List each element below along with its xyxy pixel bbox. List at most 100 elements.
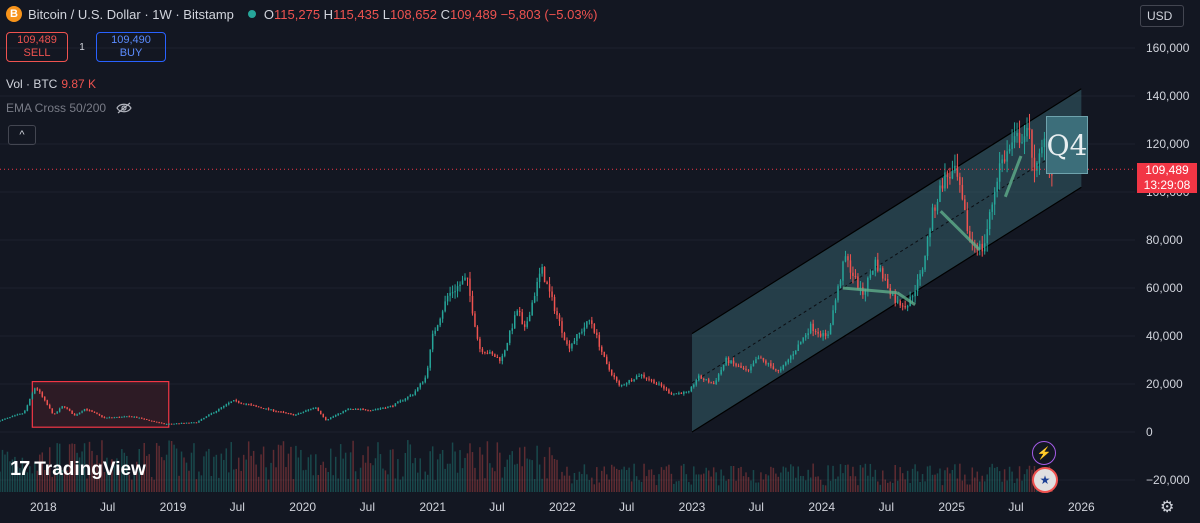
candle-body	[593, 323, 596, 333]
candle-body	[412, 394, 414, 396]
volume-bar	[116, 458, 118, 492]
candle-body	[799, 341, 802, 345]
volume-bar	[593, 484, 596, 492]
settings-gear-icon[interactable]: ⚙	[1160, 499, 1175, 516]
candle-body	[347, 409, 349, 411]
volume-bar	[889, 481, 891, 492]
volume-bar	[446, 463, 449, 492]
volume-bar	[103, 472, 106, 492]
candle-body	[633, 379, 635, 381]
volume-bar	[322, 461, 325, 492]
candle-body	[337, 413, 339, 416]
volume-bar	[693, 466, 695, 492]
symbol-title[interactable]: Bitcoin / U.S. Dollar · 1W · Bitstamp	[28, 6, 234, 22]
q4-annotation-label[interactable]: Q4	[1046, 116, 1088, 174]
volume-bar	[822, 484, 824, 492]
buy-button[interactable]: 109,490 BUY	[96, 32, 166, 62]
volume-bar	[670, 473, 673, 492]
volume-bar	[872, 476, 874, 492]
candle-body	[21, 413, 24, 415]
candle-body	[561, 321, 563, 333]
candle-body	[1021, 142, 1023, 144]
volume-bar	[625, 469, 628, 492]
volume-bar	[499, 452, 501, 492]
volume-bar	[707, 470, 710, 492]
candle-body	[916, 279, 919, 292]
volume-bar	[712, 467, 715, 492]
volume-bar	[946, 467, 949, 492]
volume-bar	[931, 474, 934, 492]
collapse-legend-button[interactable]: ^	[8, 125, 36, 145]
volume-bar	[230, 442, 233, 492]
market-open-status-icon	[247, 10, 256, 18]
volume-bar	[68, 444, 71, 492]
volume-bar	[265, 467, 267, 492]
candle-body	[755, 359, 757, 364]
candle-body	[68, 408, 71, 411]
candle-body	[814, 331, 817, 333]
candle-body	[1026, 127, 1028, 137]
candle-body	[546, 282, 548, 285]
candle-body	[844, 256, 847, 262]
candle-body	[506, 342, 509, 351]
ema-indicator-legend[interactable]: EMA Cross 50/200	[6, 101, 132, 115]
volume-bar	[862, 467, 864, 492]
volume-indicator-legend[interactable]: Vol · BTC 9.87 K	[6, 77, 97, 91]
time-axis-tick-label: 2020	[289, 500, 317, 514]
sell-button[interactable]: 109,489 SELL	[6, 32, 68, 62]
volume-bar	[717, 485, 720, 492]
candle-body	[683, 391, 685, 394]
volume-bar	[685, 474, 688, 492]
volume-bar	[1023, 474, 1026, 492]
candle-body	[407, 396, 409, 399]
candle-body	[108, 417, 111, 419]
volume-bar	[0, 471, 1, 492]
volume-bar	[389, 449, 392, 492]
volume-bar	[926, 466, 929, 492]
volume-bar	[735, 480, 737, 492]
candle-body	[86, 408, 88, 411]
symbol-legend[interactable]: B Bitcoin / U.S. Dollar · 1W · Bitstamp …	[6, 6, 597, 22]
volume-bar	[431, 446, 434, 492]
volume-bar	[118, 470, 121, 492]
candle-body	[949, 177, 951, 179]
candle-body	[451, 292, 454, 294]
volume-bar	[387, 474, 389, 492]
volume-bar	[218, 477, 220, 492]
volume-bar	[1021, 480, 1023, 492]
candle-body	[402, 400, 404, 402]
candle-body	[767, 363, 770, 365]
volume-bar	[650, 469, 653, 492]
eye-crossed-icon[interactable]	[116, 102, 132, 114]
volume-bar	[638, 480, 640, 492]
volume-bar	[993, 467, 996, 492]
candle-body	[41, 392, 44, 397]
candle-body	[101, 415, 103, 417]
candle-body	[809, 323, 812, 334]
tradingview-logo[interactable]: 17 TradingView	[10, 458, 146, 480]
volume-bar	[660, 467, 663, 492]
candle-body	[344, 410, 347, 412]
volume-bar	[648, 469, 650, 492]
lightning-icon[interactable]: ⚡	[1032, 441, 1056, 465]
time-axis-tick-label: 2019	[159, 500, 187, 514]
candle-body	[678, 392, 680, 394]
volume-bar	[981, 475, 983, 492]
volume-bar	[160, 457, 163, 492]
price-axis-tick-label: 80,000	[1146, 233, 1183, 247]
candle-body	[116, 416, 118, 418]
currency-selector[interactable]: USD	[1140, 5, 1184, 27]
candle-body	[118, 416, 121, 418]
candle-body	[297, 413, 300, 415]
volume-bar	[476, 479, 479, 492]
volume-bar	[941, 485, 944, 492]
candle-body	[591, 320, 593, 324]
volume-bar	[436, 459, 439, 492]
volume-bar	[290, 446, 292, 492]
volume-bar	[581, 474, 583, 492]
candle-body	[887, 278, 889, 289]
us-flag-icon[interactable]: ★	[1032, 467, 1058, 493]
volume-bar	[349, 452, 352, 492]
candle-body	[615, 377, 618, 382]
